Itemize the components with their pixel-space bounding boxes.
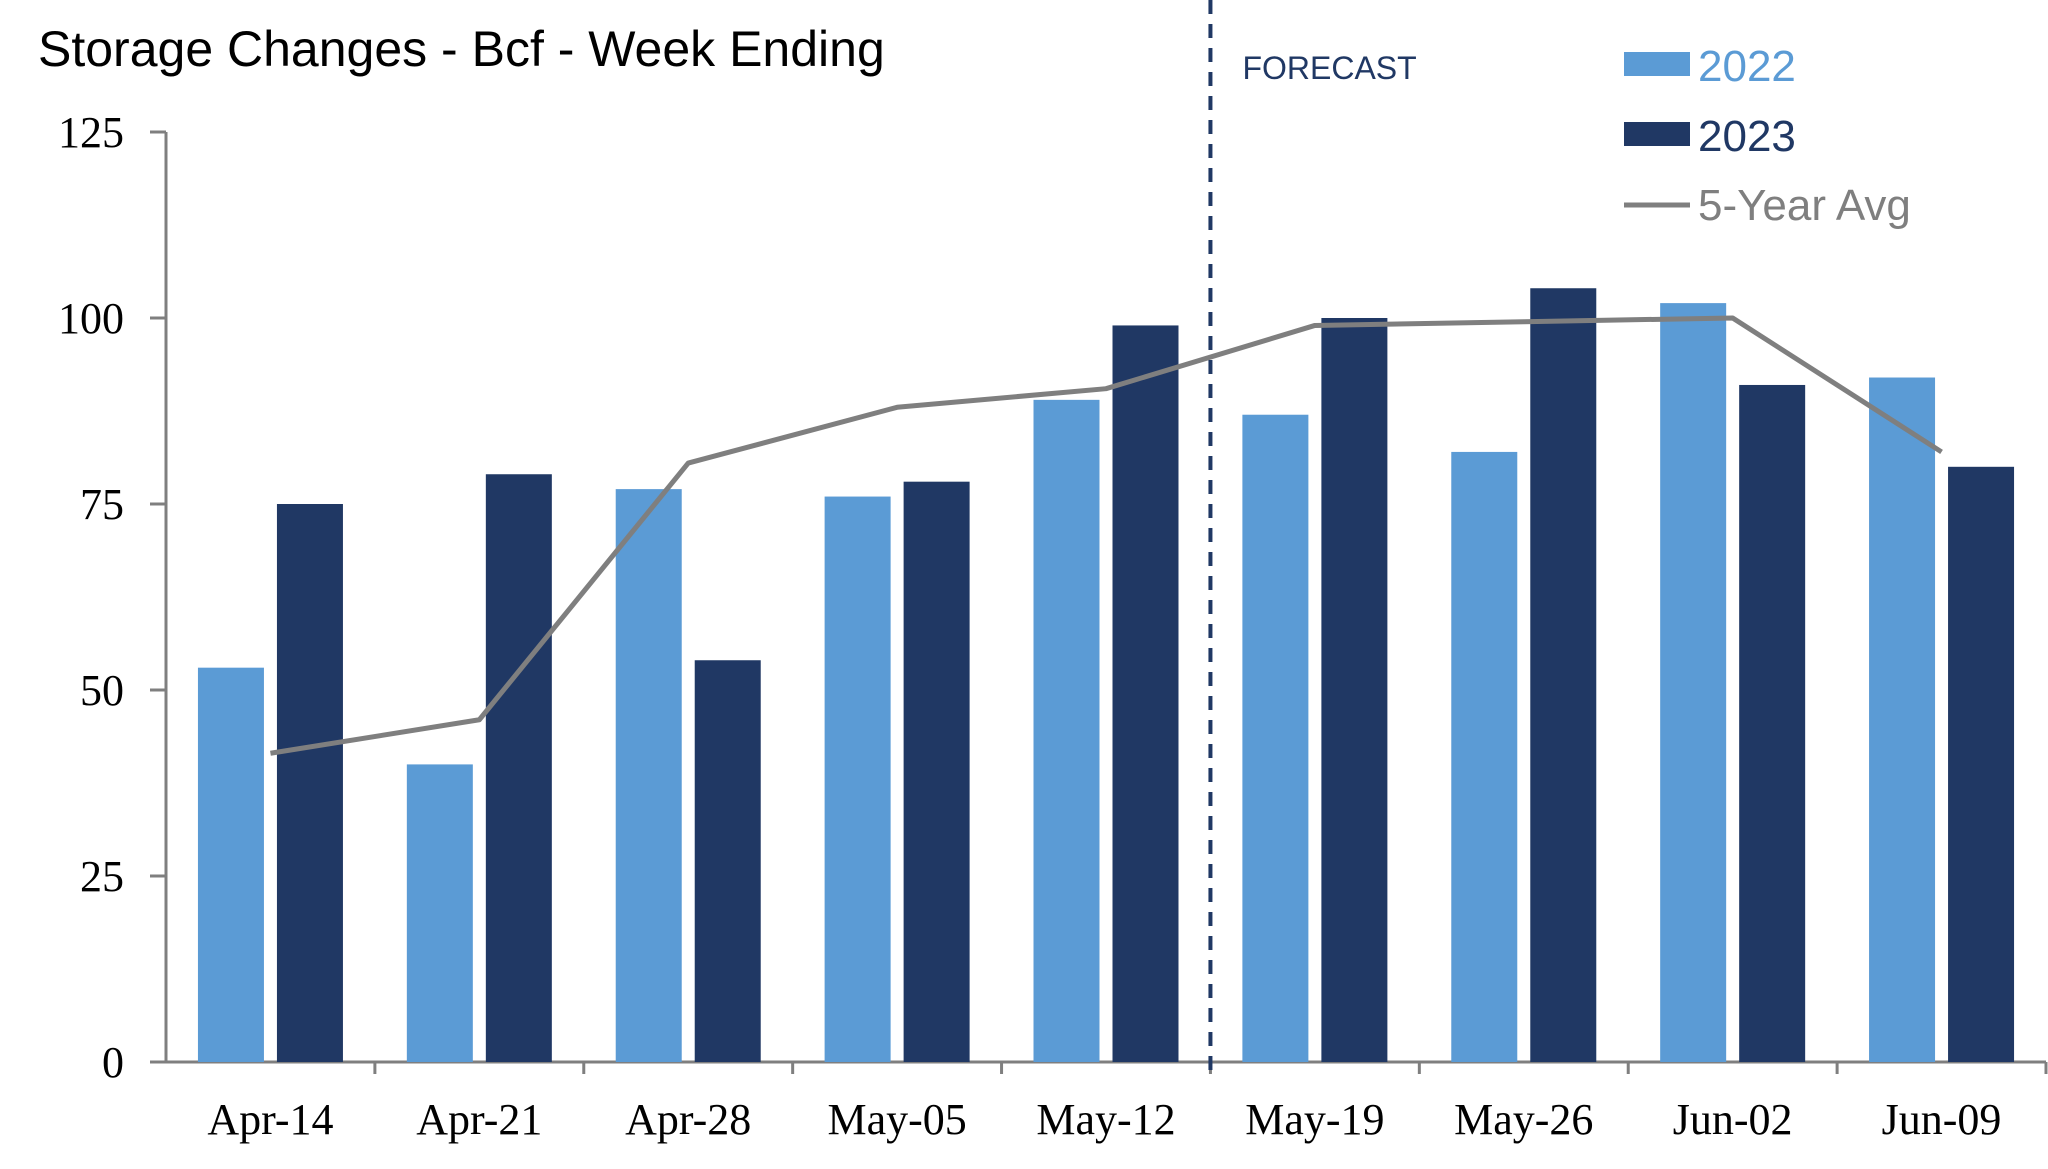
bar-2023-Apr-14 xyxy=(276,504,343,1062)
bar-2023-May-12 xyxy=(1112,325,1179,1062)
legend-label: 2023 xyxy=(1698,112,1796,161)
bar-2022-May-05 xyxy=(824,496,891,1062)
x-tick-label: Jun-09 xyxy=(1882,1095,2002,1144)
bar-2022-Jun-09 xyxy=(1869,377,1936,1062)
legend-label: 5-Year Avg xyxy=(1698,181,1911,230)
bar-2022-May-26 xyxy=(1451,451,1518,1062)
forecast-label: FORECAST xyxy=(1242,50,1416,86)
x-tick-label: Apr-21 xyxy=(416,1095,542,1144)
y-tick-label: 25 xyxy=(80,852,124,901)
legend-item-5-Year Avg: 5-Year Avg xyxy=(1624,181,1911,230)
bar-2022-May-12 xyxy=(1033,399,1100,1063)
bar-2023-Jun-09 xyxy=(1948,466,2015,1062)
y-tick-label: 75 xyxy=(80,480,124,529)
x-tick-label: May-26 xyxy=(1454,1095,1593,1144)
line-5-Year Avg xyxy=(270,315,1943,756)
bar-series-2022 xyxy=(197,303,1936,1063)
x-ticks: Apr-14 Apr-21 Apr-28 May-05 May-12 May-19 May-… xyxy=(207,1062,2048,1144)
x-tick-label: May-12 xyxy=(1036,1095,1175,1144)
chart-title: Storage Changes - Bcf - Week Ending xyxy=(38,21,885,77)
bar-2022-Jun-02 xyxy=(1660,303,1727,1062)
x-tick-label: May-05 xyxy=(827,1095,966,1144)
legend-swatch xyxy=(1624,52,1690,76)
legend-item-2022: 2022 xyxy=(1624,42,1796,91)
x-axis: Apr-14 Apr-21 Apr-28 May-05 May-12 May-19 May-… xyxy=(166,1060,2048,1144)
chart-legend: 2022 2023 5-Year Avg xyxy=(1624,42,1911,230)
bar-2023-May-26 xyxy=(1530,288,1597,1062)
bar-2023-May-19 xyxy=(1321,318,1388,1062)
bar-2023-Jun-02 xyxy=(1739,384,1806,1063)
y-tick-label: 50 xyxy=(80,666,124,715)
bar-series-2023 xyxy=(276,288,2015,1063)
forecast-region-marker: FORECAST xyxy=(1208,0,1417,1070)
bar-2022-Apr-21 xyxy=(406,764,473,1062)
x-tick-label: May-19 xyxy=(1245,1095,1384,1144)
bar-2023-Apr-28 xyxy=(694,660,761,1062)
bar-2022-Apr-14 xyxy=(197,667,264,1062)
bar-2023-Apr-21 xyxy=(485,474,552,1062)
x-tick-label: Jun-02 xyxy=(1673,1095,1793,1144)
legend-item-2023: 2023 xyxy=(1624,112,1796,161)
legend-label: 2022 xyxy=(1698,42,1796,91)
bar-2022-Apr-28 xyxy=(615,489,682,1062)
legend-swatch xyxy=(1624,122,1690,146)
bar-2023-May-05 xyxy=(903,481,970,1062)
bar-series xyxy=(197,288,2015,1063)
x-tick-label: Apr-28 xyxy=(625,1095,751,1144)
x-tick-label: Apr-14 xyxy=(207,1095,333,1144)
y-tick-label: 100 xyxy=(58,294,124,343)
y-axis: 0 25 50 75 100 125 xyxy=(58,108,168,1087)
y-tick-label: 125 xyxy=(58,108,124,157)
y-ticks: 0 25 50 75 100 125 xyxy=(58,108,166,1087)
line-series xyxy=(270,315,1943,756)
bar-2022-May-19 xyxy=(1242,414,1309,1063)
y-tick-label: 0 xyxy=(102,1038,124,1087)
